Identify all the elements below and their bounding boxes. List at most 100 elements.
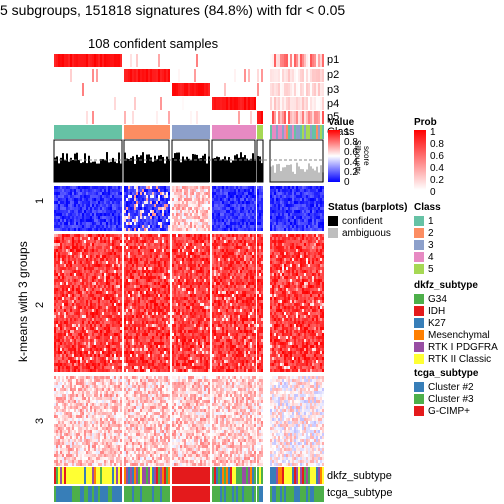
heatmap-cell bbox=[280, 192, 282, 195]
heatmap-cell bbox=[310, 246, 312, 249]
heatmap-cell bbox=[288, 249, 290, 252]
heatmap-cell bbox=[96, 219, 98, 222]
heatmap-cell bbox=[114, 234, 116, 237]
heatmap-cell bbox=[72, 189, 74, 192]
heatmap-cell bbox=[294, 243, 296, 246]
heatmap-cell bbox=[128, 207, 130, 210]
heatmap-cell bbox=[64, 192, 66, 195]
class-cell bbox=[100, 125, 102, 139]
heatmap-cell bbox=[232, 240, 234, 243]
heatmap-cell bbox=[96, 186, 98, 189]
class-cell bbox=[166, 125, 168, 139]
heatmap-cell bbox=[86, 225, 88, 228]
heatmap-cell bbox=[142, 189, 144, 192]
heatmap-cell bbox=[84, 258, 86, 261]
heatmap-cell bbox=[204, 195, 206, 198]
prob-cell bbox=[88, 54, 90, 67]
heatmap-cell bbox=[134, 276, 136, 279]
heatmap-cell bbox=[100, 219, 102, 222]
silhouette-bar bbox=[186, 156, 188, 182]
heatmap-cell bbox=[60, 255, 62, 258]
prob-cell bbox=[274, 83, 276, 96]
prob-cell bbox=[98, 97, 100, 110]
heatmap-cell bbox=[314, 282, 316, 285]
heatmap-cell bbox=[298, 204, 300, 207]
heatmap-cell bbox=[146, 249, 148, 252]
heatmap-cell bbox=[184, 279, 186, 282]
heatmap-cell bbox=[162, 189, 164, 192]
heatmap-cell bbox=[60, 246, 62, 249]
prob-cell bbox=[178, 111, 180, 124]
heatmap-cell bbox=[248, 237, 250, 240]
prob-cell bbox=[138, 69, 140, 82]
silhouette-bar bbox=[64, 160, 66, 182]
heatmap-cell bbox=[276, 219, 278, 222]
heatmap-cell bbox=[152, 222, 154, 225]
prob-cell bbox=[259, 54, 261, 67]
heatmap-cell bbox=[242, 237, 244, 240]
heatmap-cell bbox=[148, 234, 150, 237]
heatmap-cell bbox=[276, 273, 278, 276]
prob-cell bbox=[314, 54, 316, 67]
heatmap-cell bbox=[62, 264, 64, 267]
heatmap-cell bbox=[54, 249, 56, 252]
heatmap-cell bbox=[250, 198, 252, 201]
heatmap-cell bbox=[74, 279, 76, 282]
heatmap-cell bbox=[238, 204, 240, 207]
prob-cell bbox=[134, 83, 136, 96]
heatmap-cell bbox=[234, 204, 236, 207]
heatmap-cell bbox=[98, 234, 100, 237]
heatmap-cell bbox=[100, 234, 102, 237]
heatmap-cell bbox=[76, 279, 78, 282]
heatmap-cell bbox=[204, 201, 206, 204]
heatmap-cell bbox=[166, 243, 168, 246]
prob-cell bbox=[230, 69, 232, 82]
heatmap-cell bbox=[126, 273, 128, 276]
heatmap-cell bbox=[82, 261, 84, 264]
heatmap-cell bbox=[278, 273, 280, 276]
prob-cell bbox=[62, 54, 64, 67]
heatmap-cell bbox=[312, 204, 314, 207]
heatmap-cell bbox=[82, 201, 84, 204]
heatmap-cell bbox=[98, 204, 100, 207]
prob-cell bbox=[194, 69, 196, 82]
heatmap-cell bbox=[86, 252, 88, 255]
heatmap-cell bbox=[108, 267, 110, 270]
heatmap-cell bbox=[216, 261, 218, 264]
heatmap-cell bbox=[152, 270, 154, 273]
class-cell bbox=[180, 125, 182, 139]
heatmap-cell bbox=[128, 246, 130, 249]
silhouette-bar bbox=[288, 164, 290, 182]
heatmap-cell bbox=[76, 237, 78, 240]
heatmap-cell bbox=[174, 234, 176, 237]
heatmap-cell bbox=[308, 225, 310, 228]
heatmap-cell bbox=[130, 198, 132, 201]
class-cell bbox=[298, 125, 300, 139]
heatmap-cell bbox=[200, 210, 202, 213]
class-cell bbox=[162, 125, 164, 139]
heatmap-cell bbox=[206, 186, 208, 189]
heatmap-cell bbox=[160, 204, 162, 207]
heatmap-cell bbox=[204, 282, 206, 285]
heatmap-cell bbox=[294, 264, 296, 267]
heatmap-cell bbox=[150, 270, 152, 273]
heatmap-cell bbox=[292, 237, 294, 240]
heatmap-cell bbox=[261, 234, 263, 237]
heatmap-cell bbox=[304, 243, 306, 246]
heatmap-cell bbox=[164, 198, 166, 201]
heatmap-cell bbox=[168, 240, 170, 243]
heatmap-cell bbox=[98, 225, 100, 228]
heatmap-cell bbox=[280, 246, 282, 249]
heatmap-cell bbox=[94, 258, 96, 261]
heatmap-cell bbox=[318, 201, 320, 204]
heatmap-cell bbox=[156, 255, 158, 258]
heatmap-cell bbox=[158, 222, 160, 225]
silhouette-bar bbox=[192, 153, 194, 182]
heatmap-cell bbox=[164, 195, 166, 198]
heatmap-cell bbox=[278, 219, 280, 222]
heatmap-cell bbox=[150, 192, 152, 195]
heatmap-cell bbox=[192, 282, 194, 285]
heatmap-cell bbox=[112, 270, 114, 273]
heatmap-cell bbox=[214, 228, 216, 231]
heatmap-cell bbox=[202, 267, 204, 270]
